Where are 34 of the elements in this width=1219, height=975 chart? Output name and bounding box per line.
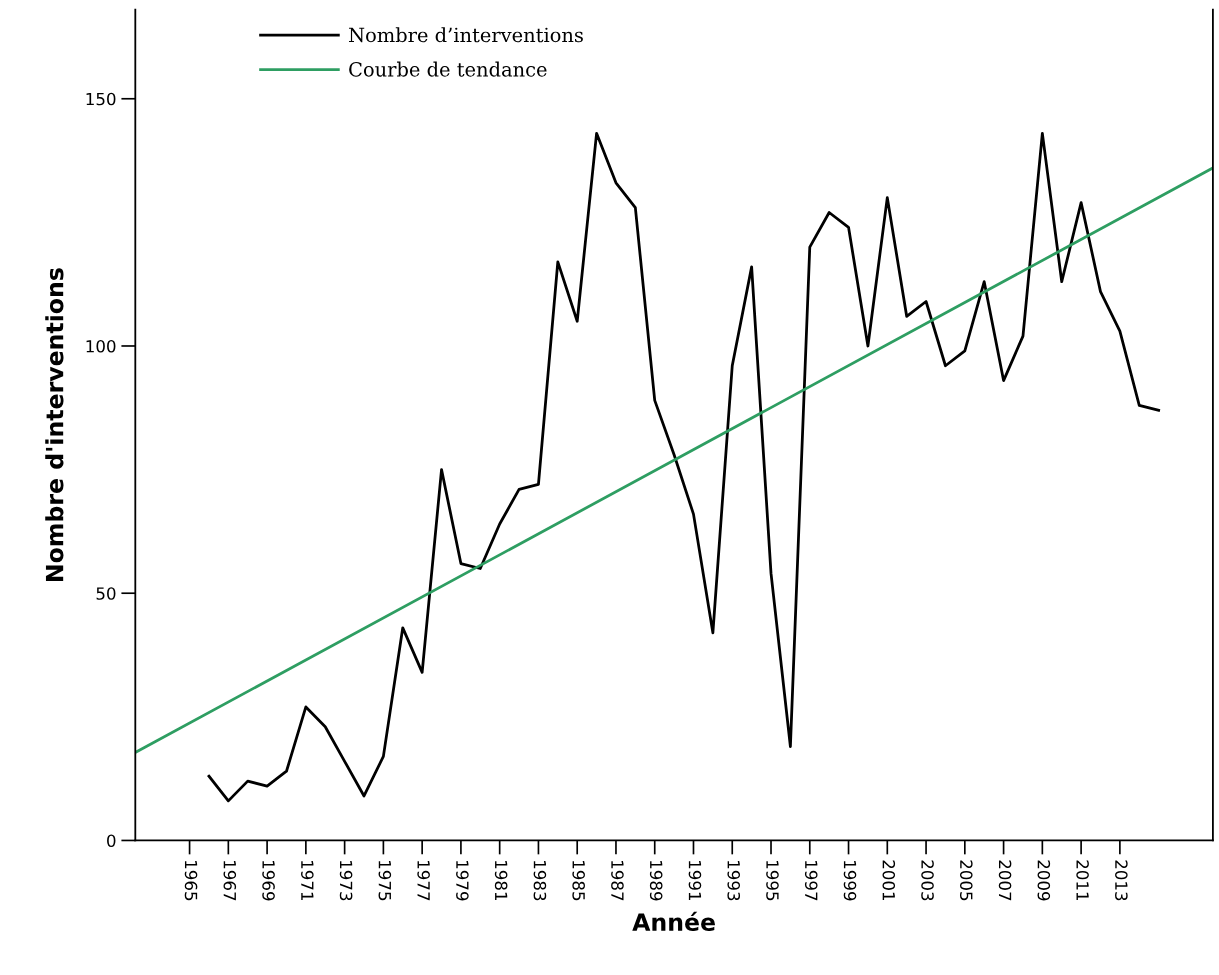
y-axis-title: Nombre d'interventions [45,268,64,581]
x-tick-label: 1983 [533,861,547,901]
x-tick-label: 1999 [843,861,857,901]
y-tick-label: 150 [86,92,116,106]
x-tick-label: 2001 [882,860,896,901]
x-tick-label: 1985 [572,861,585,901]
y-tick-label: 0 [107,834,116,848]
x-tick-label: 2003 [921,860,934,901]
x-tick-label: 1979 [456,861,469,901]
x-tick-label: 2005 [959,860,973,901]
x-tick-label: 1989 [649,861,663,901]
x-tick-label: 1971 [301,861,314,901]
x-tick-label: 1965 [184,861,198,901]
x-tick-label: 1987 [611,861,624,901]
y-tick-label: 100 [86,339,116,353]
x-tick-label: 1975 [378,861,392,901]
x-tick-label: 1977 [417,861,430,901]
x-tick-label: 1991 [688,861,702,901]
y-tick-label: 50 [96,587,116,600]
x-tick-label: 1997 [804,861,818,901]
x-tick-label: 1993 [727,861,741,901]
x-tick-label: 2009 [1037,860,1051,901]
x-tick-label: 1995 [766,861,779,901]
x-tick-label: 2007 [998,860,1012,901]
x-tick-label: 2011 [1076,860,1089,901]
x-tick-label: 1981 [494,861,508,901]
legend-label: Courbe de tendance [349,61,547,77]
x-tick-label: 1967 [223,861,237,901]
legend-label: Nombre d’interventions [349,27,583,43]
line-series [207,131,1161,803]
x-tick-label: 1969 [262,861,275,901]
x-tick-label: 2013 [1115,860,1128,901]
x-axis-title: Année [632,911,715,931]
x-tick-label: 1973 [339,861,353,901]
